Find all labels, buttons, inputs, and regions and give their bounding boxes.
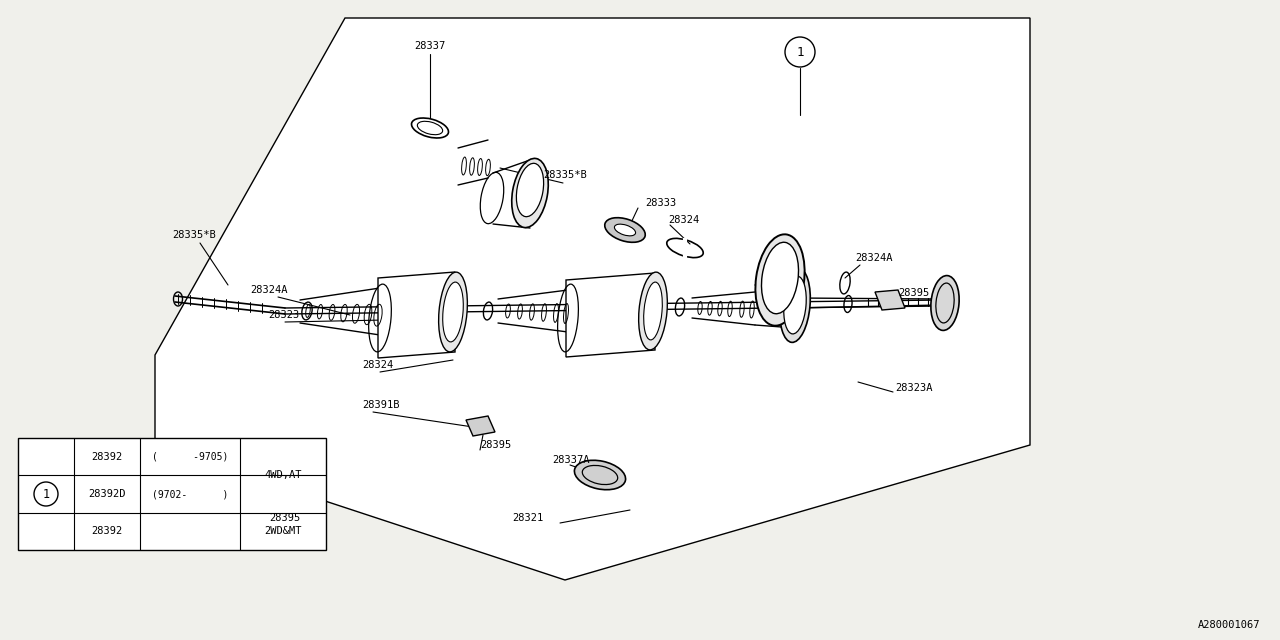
Text: (      -9705): ( -9705) [152,452,228,461]
Polygon shape [155,18,1030,580]
Text: 28324A: 28324A [855,253,892,263]
Ellipse shape [639,272,667,350]
Ellipse shape [614,224,636,236]
Text: A280001067: A280001067 [1198,620,1260,630]
Polygon shape [566,273,655,357]
Ellipse shape [512,158,548,228]
Text: 1: 1 [42,488,50,500]
Text: 4WD,AT: 4WD,AT [264,470,302,481]
Polygon shape [378,272,454,358]
Text: 2WD&MT: 2WD&MT [264,526,302,536]
Text: 28323: 28323 [268,310,300,320]
Text: 28395: 28395 [269,513,301,523]
Text: 28335*B: 28335*B [543,170,586,180]
Ellipse shape [755,234,805,326]
Text: 28323A: 28323A [895,383,933,393]
Ellipse shape [644,282,662,340]
Ellipse shape [443,282,463,342]
Polygon shape [876,290,905,310]
Text: 28324A: 28324A [250,285,288,295]
Text: 28392: 28392 [91,526,123,536]
Ellipse shape [931,276,959,330]
Ellipse shape [780,268,810,342]
Ellipse shape [516,163,544,217]
Text: 28337: 28337 [415,41,445,51]
Polygon shape [466,416,495,436]
Text: 28324: 28324 [362,360,393,370]
Text: 28321: 28321 [512,513,544,523]
Text: 28391B: 28391B [362,400,399,410]
Ellipse shape [762,243,799,314]
Text: (9702-      ): (9702- ) [152,489,228,499]
FancyBboxPatch shape [18,438,326,550]
Text: 28333: 28333 [645,198,676,208]
Ellipse shape [575,460,626,490]
Polygon shape [273,471,302,494]
Text: 28392D: 28392D [88,489,125,499]
Ellipse shape [439,272,467,352]
Ellipse shape [783,276,806,334]
Ellipse shape [604,218,645,243]
Text: 28392: 28392 [91,452,123,461]
Text: 28395: 28395 [899,288,929,298]
Text: 28335*B: 28335*B [172,230,216,240]
Text: 28337A: 28337A [552,455,590,465]
Text: 1: 1 [796,45,804,58]
Text: 28324: 28324 [668,215,699,225]
Text: 28395: 28395 [480,440,511,450]
